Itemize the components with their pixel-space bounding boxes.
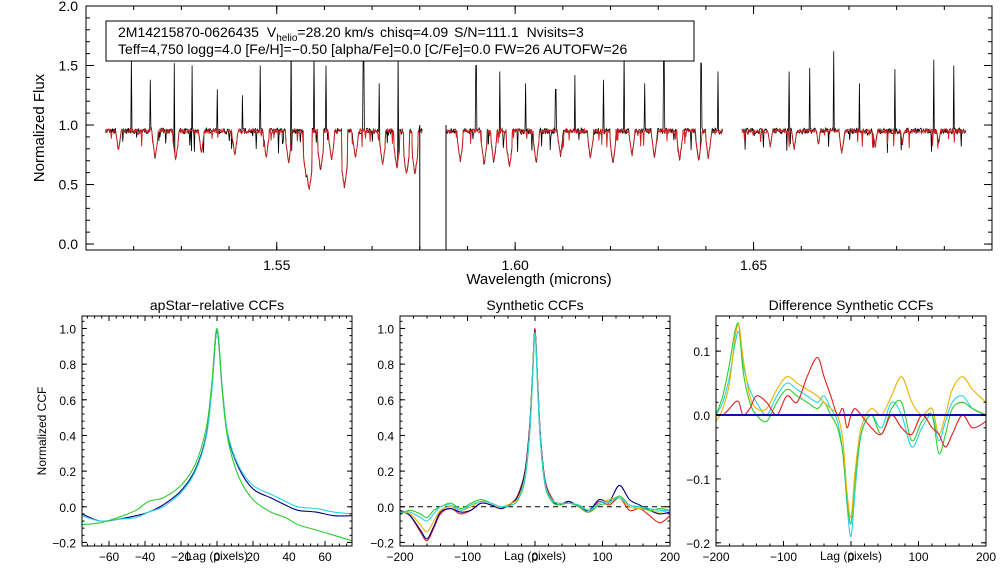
y-tick-label: 1.0 [377,322,394,336]
stellar-parameters-box: 2M14215870-0626435 Vhelio=28.20 km/s chisq… [105,20,695,62]
x-tick-label: 200 [660,550,680,564]
chisq: chisq=4.09 [380,24,448,40]
y-tick-label: −0.2 [370,536,394,550]
synthetic-ccf-panel: Synthetic CCFs −200 −100 0 100 200 −0.2 0.0 0.2… [370,297,680,564]
y-tick-label: 0.8 [59,358,76,372]
synthetic-spectrum-chip-1 [104,127,423,190]
annotation-line-2: Teff=4,750 logg=4.0 [Fe/H]=−0.50 [alpha/… [118,41,627,57]
apstar_ccf-series-visit-2 [82,329,352,522]
apstar-ccf-x-label: Lag (pixels) [186,549,248,563]
diff_ccf-series-red [716,356,986,448]
synthetic-ccf-ticks: −200 −100 0 100 200 −0.2 0.0 0.2 0.4 0.6 0.8 1.0 [370,316,680,564]
x-tick-label: 1.55 [263,257,290,273]
y-tick-label: 0.0 [59,501,76,515]
y-tick-label: 0.8 [377,358,394,372]
y-tick-label: 0.2 [59,465,76,479]
x-tick-label: 200 [976,550,996,564]
difference-ccf-title: Difference Synthetic CCFs [769,297,934,313]
star-id: 2M14215870-0626435 [118,24,259,40]
y-tick-label: 0.0 [693,409,710,423]
synthetic-ccf-title: Synthetic CCFs [486,297,583,313]
x-tick-label: −200 [702,550,729,564]
y-tick-label: 1.0 [59,117,79,133]
vhelio-subscript: helio [276,33,298,44]
x-tick-label: 0 [848,550,855,564]
y-tick-label: −0.2 [52,536,76,550]
x-tick-label: −100 [770,550,797,564]
diff_ccf-series-green [716,322,986,525]
y-tick-label: 0.6 [377,394,394,408]
x-tick-label: −60 [99,550,120,564]
x-tick-label: 40 [282,550,296,564]
signal-to-noise: S/N=111.1 [454,24,519,40]
synthetic_ccf-series-cyan [400,333,670,522]
synthetic_ccf-series-green [400,333,670,519]
x-tick-label: 20 [246,550,260,564]
y-tick-label: 2.0 [59,0,79,14]
y-tick-label: 0.4 [377,429,394,443]
spectrum-panel: 1.55 1.60 1.65 0.0 0.5 1.0 1.5 2.0 Wavelength (… [31,0,993,288]
x-tick-label: 100 [592,550,612,564]
difference-ccf-panel: Difference Synthetic CCFs −200 −100 0 100 20… [686,297,996,564]
y-tick-label: 0.6 [59,394,76,408]
spectrum-y-label: Normalized Flux [31,73,48,182]
synthetic-ccf-x-label: Lag (pixels) [504,549,566,563]
synthetic-ccf-plot-area [400,327,670,542]
x-tick-label: −100 [454,550,481,564]
y-tick-label: 0.5 [59,177,79,193]
difference-ccf-x-label: Lag (pixels) [820,549,882,563]
x-tick-label: 0 [532,550,539,564]
annotation-line-1: 2M14215870-0626435 Vhelio=28.20 km/s chisq… [118,24,584,44]
apstar-ccf-panel: apStar−relative CCFs −60 −40 −20 0 20 40 60 −0.… [35,297,353,564]
synthetic-spectrum-chip-2 [445,127,723,167]
y-tick-label: 0.2 [377,465,394,479]
annotation-frame [105,20,695,62]
y-tick-label: −0.1 [686,473,710,487]
spectrum-x-label: Wavelength (microns) [466,271,611,288]
apstar-ccf-plot-area [82,327,352,542]
difference-ccf-plot-area [716,322,986,537]
x-tick-label: −200 [386,550,413,564]
spectrum-frame [85,5,993,251]
apstar-ccf-y-label: Normalized CCF [35,387,49,476]
y-tick-label: 0.1 [693,345,710,359]
synthetic_ccf-series-navy [400,329,670,540]
x-tick-label: 100 [908,550,928,564]
apstar-ccf-title: apStar−relative CCFs [150,297,284,313]
x-tick-label: −20 [171,550,192,564]
y-tick-label: 0.0 [377,501,394,515]
x-tick-label: 1.65 [740,257,767,273]
y-tick-label: −0.2 [686,537,710,551]
y-tick-label: 0.4 [59,429,76,443]
spectrum-ticks: 1.55 1.60 1.65 0.0 0.5 1.0 1.5 2.0 [59,0,993,273]
vhelio-v: V [267,24,277,40]
apstar_ccf-series-visit-3 [82,327,352,542]
x-tick-label: 1.60 [502,257,529,273]
apstar-ccf-ticks: −60 −40 −20 0 20 40 60 −0.2 0.0 0.2 0.4 0.6 0.8 1.0 [52,316,352,564]
x-tick-label: 60 [318,550,332,564]
y-tick-label: 0.0 [59,236,79,252]
difference-ccf-frame [715,315,987,547]
y-tick-label: 1.0 [59,322,76,336]
difference-ccf-ticks: −200 −100 0 100 200 −0.2 −0.1 0.0 0.1 [686,316,996,564]
synthetic_ccf-series-red [400,327,670,542]
x-tick-label: −40 [135,550,156,564]
synthetic-spectrum-chip-3 [741,127,967,154]
vhelio-value: =28.20 km/s [297,24,374,40]
x-tick-label: 0 [214,550,221,564]
nvisits: Nvisits=3 [527,24,584,40]
synthetic_ccf-series-gold [400,331,670,533]
spectrum-plot-area [104,32,967,250]
y-tick-label: 1.5 [59,58,79,74]
apstar_ccf-series-visit-1 [82,331,352,522]
